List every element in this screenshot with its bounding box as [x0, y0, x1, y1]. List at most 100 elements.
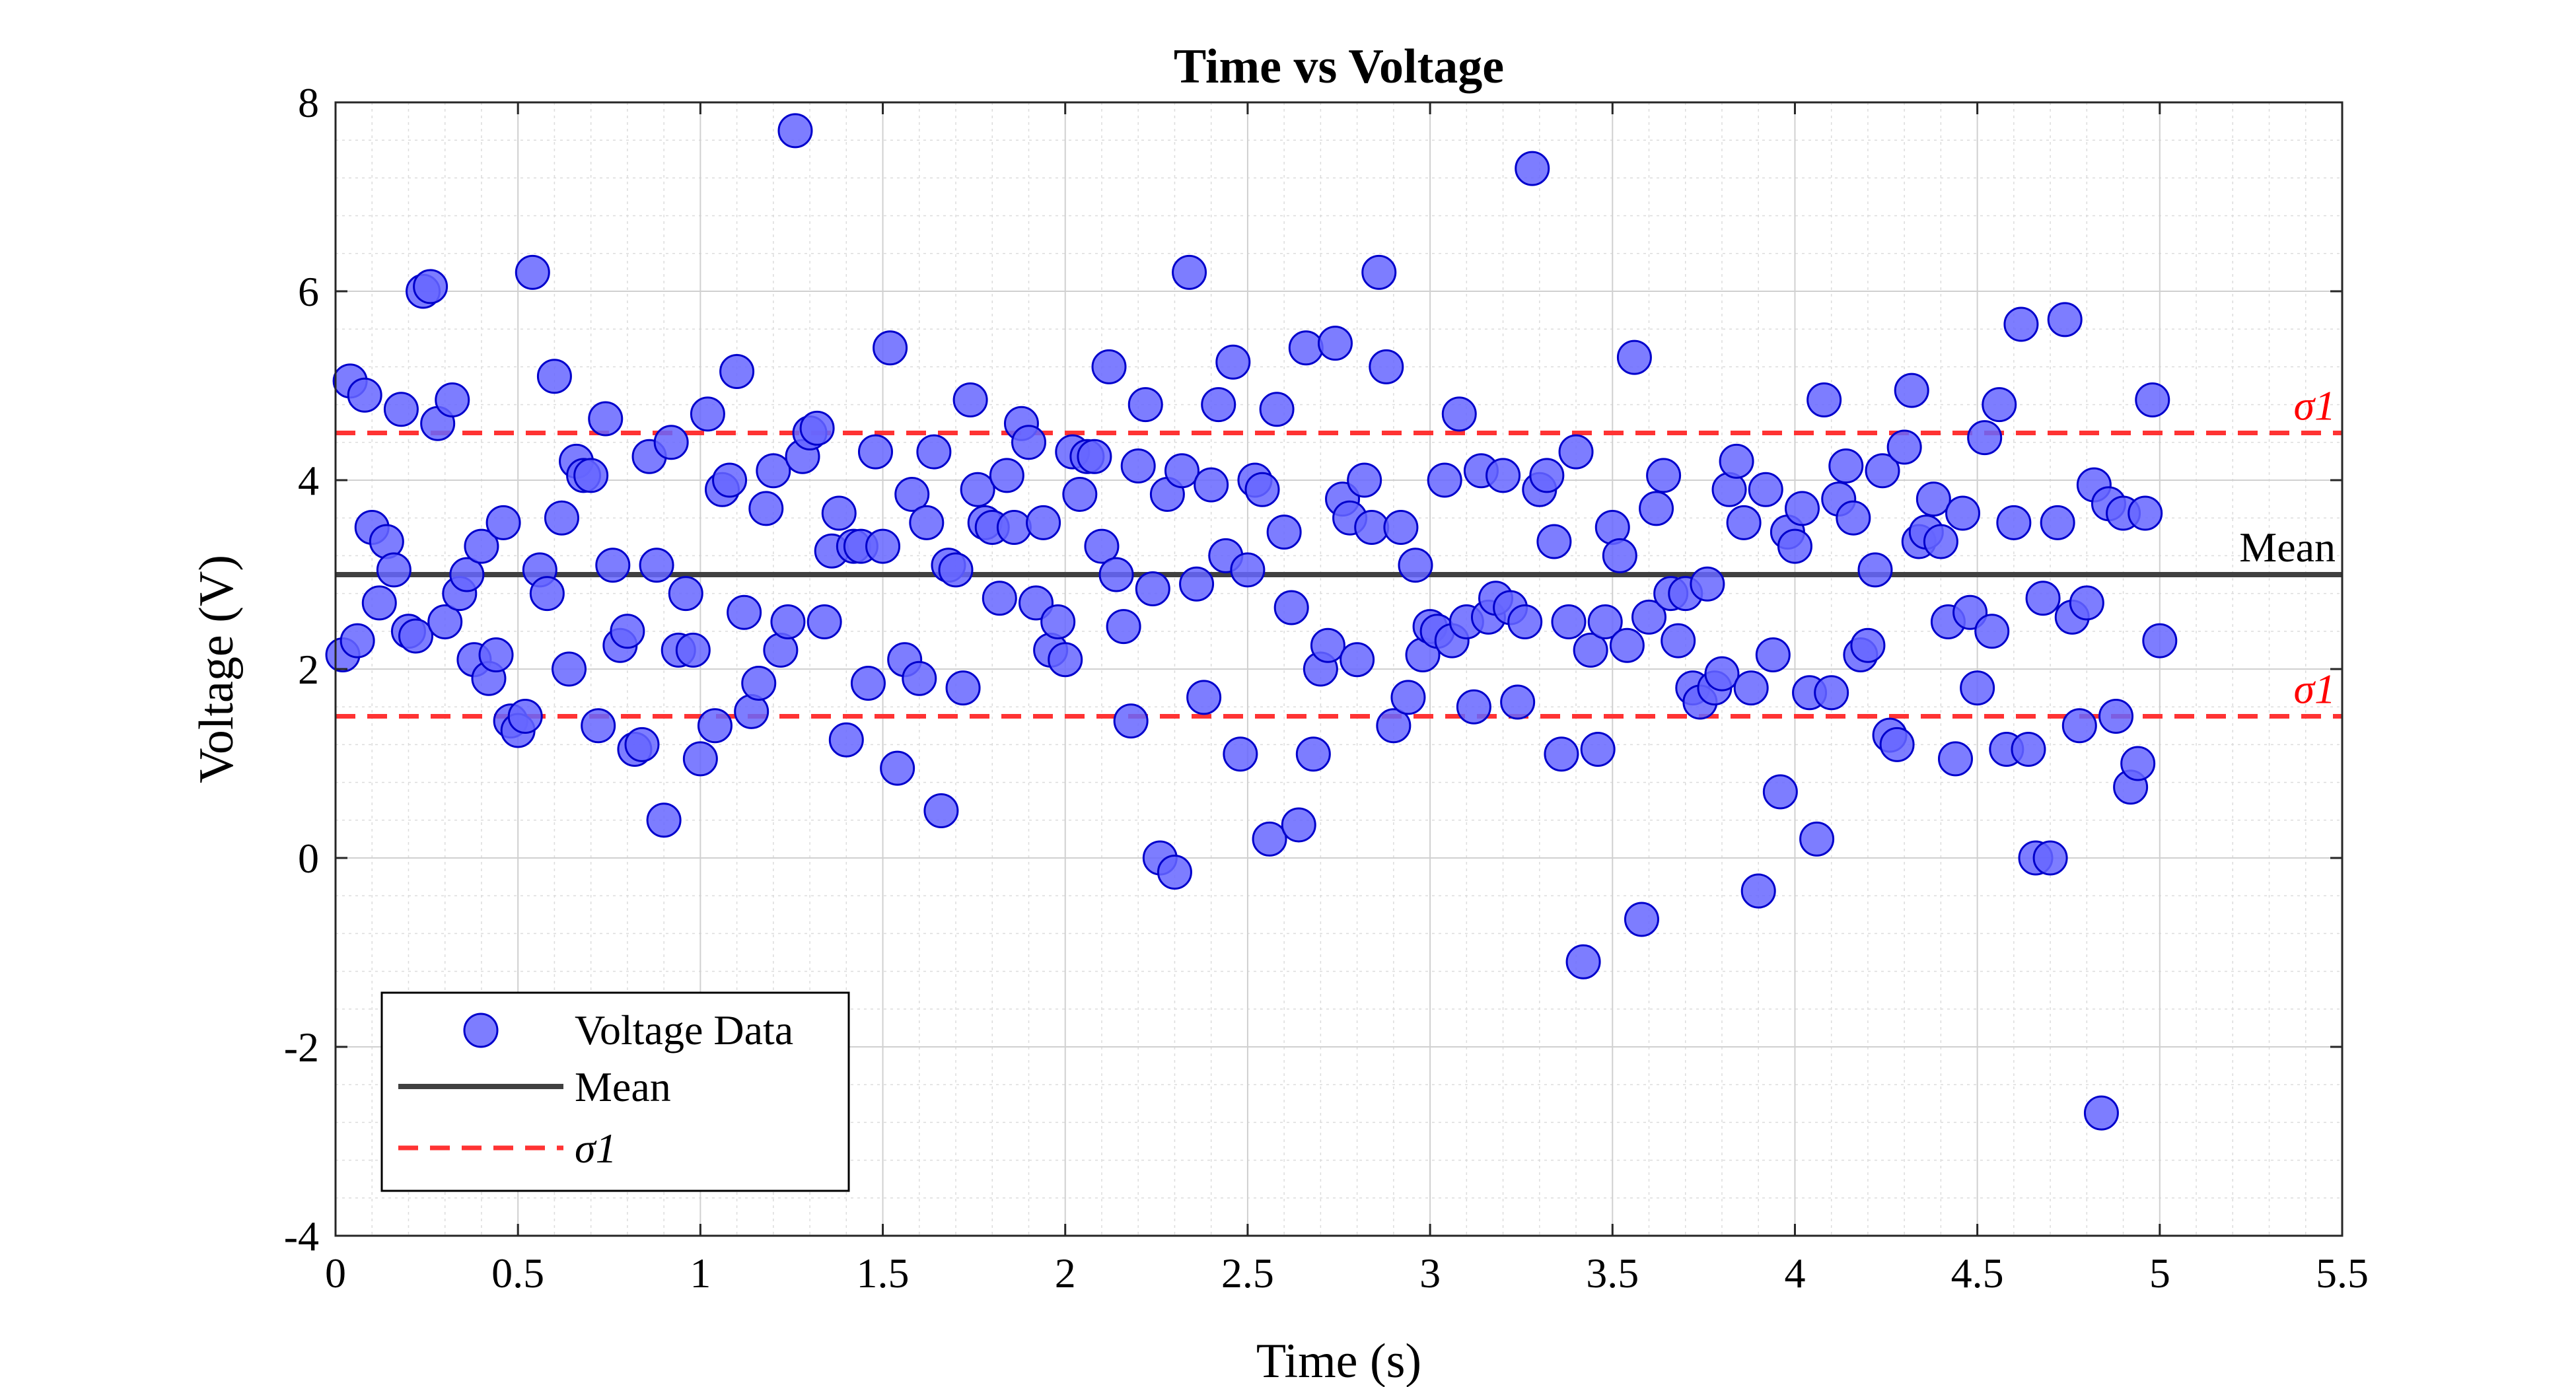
data-point: [1886, 429, 1922, 465]
data-point: [376, 552, 411, 588]
data-point: [1427, 462, 1462, 498]
data-point: [413, 269, 448, 304]
data-point: [1639, 491, 1674, 526]
data-point: [1894, 373, 1929, 408]
data-point: [727, 594, 762, 630]
x-tick-label: 1: [690, 1250, 711, 1297]
legend: Voltage Data Mean σ1: [380, 991, 850, 1192]
data-point: [544, 500, 579, 536]
data-point: [398, 618, 434, 654]
data-point: [873, 330, 908, 366]
data-point: [1814, 675, 1849, 711]
data-point: [748, 491, 784, 526]
data-point: [1376, 708, 1412, 744]
data-point: [1785, 491, 1820, 526]
data-point: [1865, 453, 1900, 489]
data-point: [1529, 458, 1565, 493]
data-point: [938, 552, 974, 588]
data-point: [1390, 680, 1426, 715]
data-point: [821, 495, 857, 531]
data-point: [1347, 462, 1382, 498]
data-point: [2011, 732, 2046, 767]
data-point: [427, 604, 463, 639]
data-point: [1609, 627, 1645, 663]
data-point: [682, 741, 718, 777]
data-point: [2047, 302, 2083, 338]
data-point: [1120, 448, 1156, 484]
data-point: [697, 708, 733, 744]
data-point: [1113, 703, 1149, 739]
legend-box: [380, 991, 850, 1192]
data-point: [639, 548, 674, 583]
data-point: [1026, 505, 1061, 540]
data-point: [1996, 505, 2032, 540]
data-point: [1106, 609, 1141, 645]
data-point: [770, 604, 806, 639]
data-point: [2098, 699, 2134, 734]
data-point: [1098, 557, 1134, 592]
x-tick-label: 5: [2149, 1250, 2170, 1297]
legend-label-sigma: σ1: [575, 1125, 617, 1172]
data-point: [624, 727, 660, 762]
data-point: [2061, 708, 2097, 744]
y-tick-label: 0: [298, 835, 319, 882]
line-annotation: σ1: [2293, 666, 2336, 713]
data-point: [1733, 670, 1769, 706]
data-point: [1340, 642, 1375, 678]
data-point: [850, 665, 886, 701]
data-point: [1536, 524, 1572, 559]
data-point: [435, 382, 470, 417]
data-point: [1194, 467, 1229, 503]
data-point: [668, 576, 703, 612]
data-point: [690, 396, 725, 432]
data-point: [1215, 344, 1251, 380]
data-point: [1690, 566, 1725, 602]
data-point: [1223, 736, 1258, 772]
data-point: [2120, 746, 2156, 781]
y-tick-labels: -4 -2 0 2 4 6 8: [284, 79, 319, 1260]
data-point: [1230, 552, 1266, 588]
data-point: [1398, 548, 1433, 583]
axis-ticks: [334, 101, 2343, 1237]
data-point: [552, 651, 587, 687]
data-point: [1157, 854, 1192, 890]
data-point: [1456, 689, 1491, 725]
data-point: [2142, 623, 2178, 658]
data-point: [1565, 944, 1601, 979]
data-point: [1011, 425, 1046, 460]
data-point: [515, 254, 550, 290]
data-point: [1544, 736, 1579, 772]
data-point: [1923, 524, 1958, 559]
data-point: [1974, 614, 2010, 649]
x-tick-label: 4: [1784, 1250, 1805, 1297]
x-tick-label: 2.5: [1221, 1250, 1274, 1297]
data-point: [595, 548, 631, 583]
data-point: [1500, 684, 1536, 720]
data-point: [1558, 434, 1594, 470]
data-point: [982, 581, 1017, 616]
data-point: [1631, 599, 1667, 635]
data-point: [2135, 382, 2170, 417]
chart-title: Time vs Voltage: [1174, 40, 1504, 94]
y-tick-label: 6: [298, 268, 319, 315]
data-point: [1945, 495, 1981, 531]
data-point: [880, 750, 915, 786]
data-point: [1661, 623, 1696, 658]
data-point: [361, 585, 397, 621]
data-point: [902, 660, 937, 696]
data-point: [1755, 637, 1791, 673]
data-point: [1383, 510, 1419, 545]
data-point: [1485, 458, 1521, 493]
data-point: [799, 410, 835, 446]
data-point: [675, 632, 711, 668]
data-point: [464, 528, 499, 564]
data-point: [996, 510, 1032, 545]
y-tick-label: -4: [284, 1213, 319, 1260]
data-point: [756, 453, 791, 489]
data-point: [653, 425, 689, 460]
data-point: [2003, 306, 2039, 342]
data-point: [581, 708, 616, 744]
y-tick-label: 8: [298, 79, 319, 126]
data-point: [1266, 515, 1302, 550]
